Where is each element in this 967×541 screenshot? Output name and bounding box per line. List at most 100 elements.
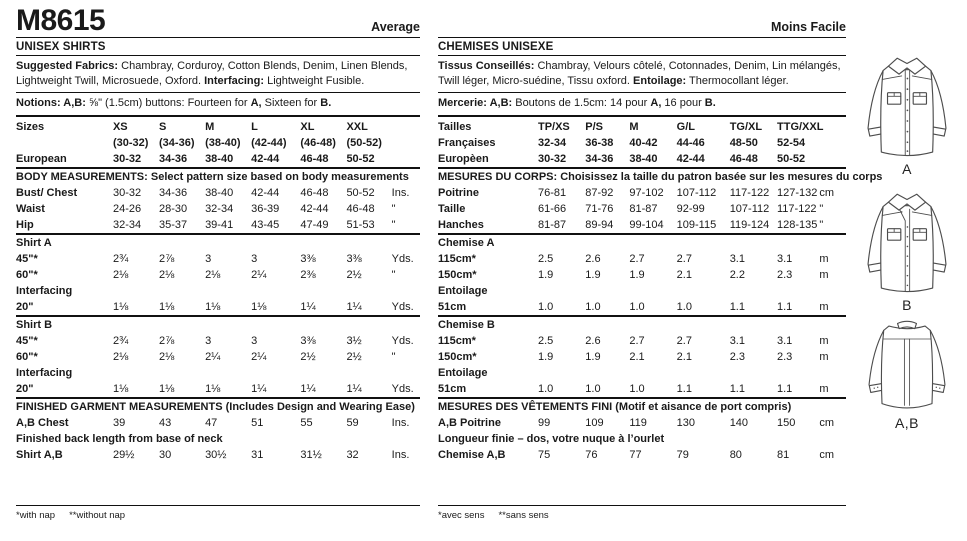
table-cell: 34-36 — [159, 152, 188, 165]
table-row: Hanches 81-87 89-94 99-104 109-115 119-124 128… — [438, 217, 846, 233]
table-cell: 1⅛ — [159, 300, 175, 313]
table-cell: 1¼ — [300, 300, 316, 313]
table-cell: 92-99 — [676, 202, 705, 215]
table-cell: 2.7 — [629, 334, 645, 347]
unit-cell: Yds. — [391, 334, 414, 347]
footnote-item: **sans sens — [498, 510, 549, 521]
table-cell: 1.0 — [629, 300, 645, 313]
table-cell: 81-87 — [629, 202, 658, 215]
unit-cell: m — [819, 350, 829, 363]
table-row: Shirt A,B 29½ 30 30½ 31 31½ 32 Ins. — [16, 447, 420, 463]
table-cell: 2½ — [346, 268, 362, 281]
rule-cell — [438, 314, 846, 317]
table-row: Tailles TP/XS P/S M G/L TG/XL TTG/XXL — [438, 119, 846, 135]
table-row: (30-32) (34-36) (38-40) (42-44) (46-48) (50-5… — [16, 135, 420, 151]
table-row: Hip 32-34 35-37 39-41 43-45 47-49 51-53 " — [16, 217, 420, 233]
table-cell: 1¼ — [346, 382, 362, 395]
text-segment: Lightweight Fusible. — [264, 74, 365, 87]
table-cell: 2½ — [300, 350, 316, 363]
table-cell: 1.9 — [537, 268, 554, 281]
table-cell: TG/XL — [729, 120, 763, 133]
table-cell: 1⅛ — [159, 382, 175, 395]
rule-cell — [16, 314, 420, 317]
section-header-cell: MESURES DU CORPS: Choisissez la taille d… — [438, 170, 883, 183]
section-header-row: Entoilage — [438, 283, 846, 299]
table-cell: 130 — [676, 416, 696, 429]
text-segment: 16 pour — [661, 97, 705, 109]
column-french: Moins Facile CHEMISES UNISEXE Tissus Con… — [438, 8, 883, 541]
table-row: 60"* 2⅛ 2⅛ 2¼ 2¼ 2½ 2½ " — [16, 349, 420, 365]
table-cell: 3⅜ — [346, 252, 362, 265]
table-cell: 2¼ — [205, 350, 221, 363]
section-header-row: FINISHED GARMENT MEASUREMENTS (Includes … — [16, 399, 420, 415]
table-cell: 46-48 — [729, 152, 758, 165]
section-header-row: Interfacing — [16, 365, 420, 381]
table-cell: 30½ — [205, 448, 227, 461]
table-cell: 43-45 — [251, 218, 280, 231]
section-header-row: Shirt A — [16, 235, 420, 251]
table-cell: 81 — [777, 448, 790, 461]
row-label: Hanches — [438, 218, 484, 231]
table-cell: 1⅛ — [205, 382, 221, 395]
section-header-cell: Shirt B — [16, 318, 53, 331]
table-cell: 46-48 — [300, 152, 329, 165]
section-header-row: MESURES DES VÊTEMENTS FINI (Motif et ais… — [438, 399, 846, 415]
unit-cell: " — [391, 202, 396, 215]
table-cell: 2⅛ — [112, 268, 129, 281]
section-header-cell: Chemise A — [438, 236, 495, 249]
unit-cell — [819, 119, 846, 135]
table-cell: 117-122 — [729, 186, 770, 199]
text-segment: Chambray, Velours côtelé, Cotonnades, De… — [438, 60, 841, 87]
table-cell: 50-52 — [346, 152, 375, 165]
text-segment: A, — [250, 97, 262, 109]
table-row: Poitrine 76-81 87-92 97-102 107-112 117-122 12… — [438, 185, 846, 201]
section-header-row: Chemise A — [438, 235, 846, 251]
unit-cell: " — [391, 218, 396, 231]
table-cell: 79 — [676, 448, 689, 461]
row-label: A,B Poitrine — [438, 416, 501, 429]
title-bar-french: Moins Facile — [438, 8, 846, 38]
table-cell: 81-87 — [537, 218, 567, 231]
table-cell: 1¼ — [300, 382, 316, 395]
table-cell: 77 — [629, 448, 642, 461]
table-cell: 2¾ — [112, 334, 129, 347]
table-cell: (50-52) — [346, 136, 382, 149]
table-cell: 42-44 — [251, 186, 280, 199]
table-cell: 2⅞ — [159, 252, 175, 265]
text-segment: Entoilage: — [633, 74, 687, 87]
table-cell: 3 — [251, 334, 258, 347]
footnote-english: *with nap **without nap — [16, 506, 420, 521]
table-section-rule — [438, 166, 846, 169]
section-header-cell: Entoilage — [438, 366, 488, 379]
unit-cell: cm — [819, 448, 835, 461]
section-header-cell: Interfacing — [16, 284, 73, 297]
row-label — [16, 135, 113, 151]
row-label: Taille — [438, 202, 466, 215]
row-label: 45"* — [16, 334, 38, 347]
table-cell: 109-115 — [676, 218, 717, 231]
unit-cell: m — [819, 268, 829, 281]
table-cell: 47 — [205, 416, 218, 429]
table-cell: 75 — [537, 448, 551, 461]
table-cell: 2.5 — [537, 252, 554, 265]
section-header-row: BODY MEASUREMENTS: Select pattern size b… — [16, 169, 420, 185]
table-cell: 2.7 — [676, 252, 692, 265]
table-cell: 42-44 — [676, 152, 705, 165]
row-label: 51cm — [438, 300, 467, 313]
table-section-rule — [438, 396, 846, 399]
table-cell: 1.0 — [537, 382, 554, 395]
row-label: 45"* — [16, 252, 38, 265]
table-cell: 107-112 — [729, 202, 770, 215]
table-cell: P/S — [585, 120, 604, 133]
table-cell: 2½ — [346, 350, 362, 363]
table-cell: 1.9 — [585, 268, 601, 281]
table-cell: 3.1 — [777, 252, 793, 265]
row-label: 20" — [16, 300, 34, 313]
table-row: Chemise A,B 75 76 77 79 80 81 cm — [438, 447, 846, 463]
table-cell: 2.1 — [629, 350, 645, 363]
row-label: Chemise A,B — [438, 448, 506, 461]
table-cell: 119-124 — [729, 218, 770, 231]
table-cell: 50-52 — [346, 186, 375, 199]
row-label: 115cm* — [438, 334, 476, 347]
table-cell: 36-39 — [251, 202, 280, 215]
